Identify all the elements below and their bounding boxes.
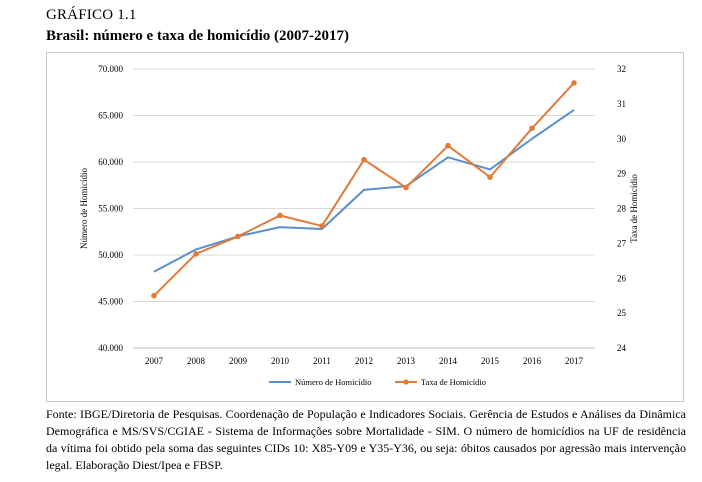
- chart-label: GRÁFICO 1.1: [46, 7, 137, 23]
- y-tick-left: 50.000: [98, 250, 123, 260]
- chart: 40.000 45.000 50.000 55.000 60.000 65.000 70.0…: [79, 64, 639, 387]
- y-tick-right: 28: [617, 204, 627, 214]
- x-tick: 2013: [397, 356, 416, 366]
- y-tick-right: 27: [617, 238, 627, 248]
- y-axis-title-right: Taxa de Homicídio: [629, 174, 639, 243]
- y-tick-right: 32: [617, 64, 626, 74]
- data-point: [361, 156, 367, 163]
- x-tick: 2012: [355, 356, 373, 366]
- source-footnote: Fonte: IBGE/Diretoria de Pesquisas. Coor…: [46, 407, 686, 472]
- data-point: [193, 251, 199, 257]
- data-point: [445, 142, 451, 149]
- data-point: [235, 233, 241, 240]
- y-tick-right: 26: [617, 273, 627, 283]
- y-axis-title-left: Número de Homicídio: [79, 168, 89, 249]
- data-point: [487, 174, 493, 180]
- y-tick-left: 65.000: [98, 111, 123, 121]
- x-tick: 2008: [187, 356, 206, 366]
- legend-label-0: Número de Homicídio: [295, 377, 371, 387]
- chart-title: Brasil: número e taxa de homicídio (2007…: [46, 28, 350, 44]
- y-tick-left: 45.000: [98, 297, 123, 307]
- y-tick-right: 31: [617, 99, 626, 109]
- y-tick-left: 60.000: [98, 157, 123, 167]
- legend-label-1: Taxa de Homicídio: [421, 377, 486, 387]
- x-tick: 2015: [481, 356, 500, 366]
- y-tick-left: 55.000: [98, 204, 123, 214]
- data-point: [319, 223, 325, 229]
- x-tick: 2010: [271, 356, 290, 366]
- x-tick: 2007: [145, 356, 164, 366]
- data-point: [151, 292, 157, 299]
- y-tick-left: 40.000: [98, 343, 123, 353]
- y-tick-right: 25: [617, 308, 627, 318]
- x-tick: 2014: [439, 356, 458, 366]
- x-tick: 2011: [313, 356, 331, 366]
- legend-marker-1: [403, 379, 409, 385]
- x-tick: 2016: [523, 356, 542, 366]
- y-tick-left: 70.000: [98, 64, 123, 74]
- data-point: [403, 184, 409, 191]
- data-point: [529, 125, 535, 132]
- x-tick: 2009: [229, 356, 248, 366]
- y-tick-right: 29: [617, 169, 627, 179]
- data-point: [277, 212, 283, 219]
- x-tick: 2017: [565, 356, 584, 366]
- series-line-0: [153, 109, 575, 273]
- y-tick-right: 24: [617, 343, 627, 353]
- chart-frame: 40.000 45.000 50.000 55.000 60.000 65.000 70.0…: [46, 52, 684, 402]
- y-tick-right: 30: [617, 134, 627, 144]
- data-point: [571, 80, 577, 86]
